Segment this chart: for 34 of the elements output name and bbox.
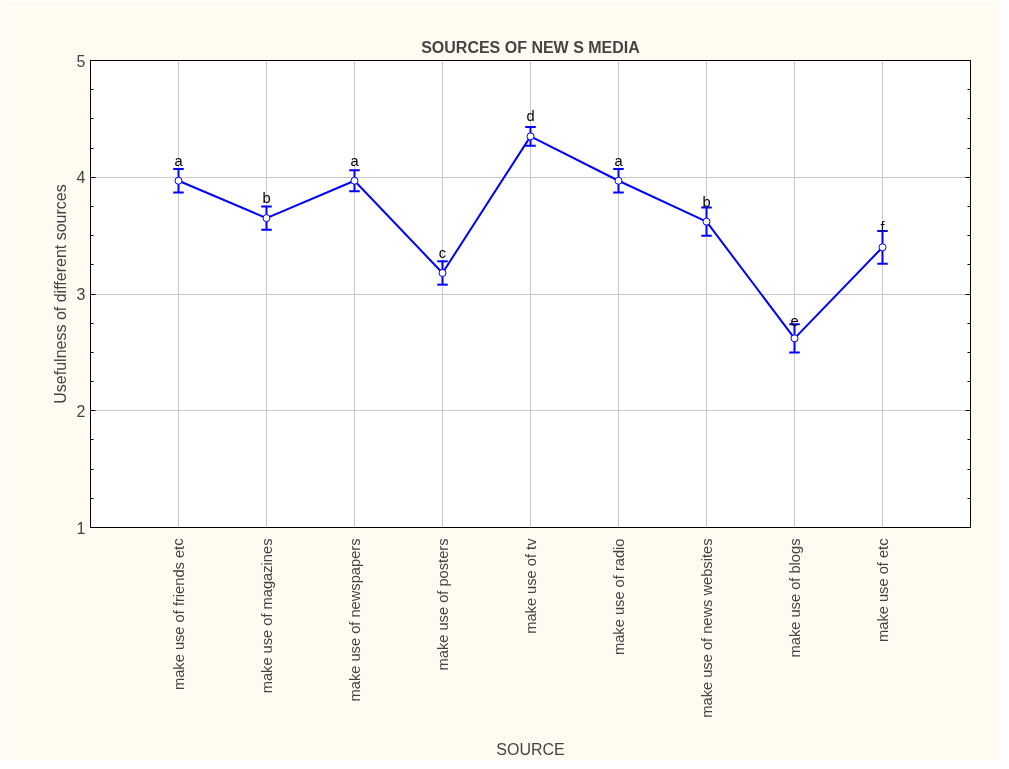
point: [262, 214, 271, 223]
point: [790, 334, 799, 343]
point: [878, 243, 887, 252]
point: [702, 217, 711, 226]
y-tick-label: 2: [76, 402, 86, 420]
x-tick-label: make use of blogs: [786, 538, 803, 658]
x-tick-label: make use of news websites: [698, 538, 715, 718]
x-tick-label: make use of radio: [610, 538, 627, 655]
annotation: c: [438, 244, 447, 261]
y-tick-label: 4: [76, 169, 86, 187]
point: [174, 176, 183, 185]
y-tick-label: 5: [76, 52, 86, 70]
point: [526, 132, 535, 141]
x-tick-label: make use of magazines: [258, 538, 275, 694]
x-tick-label: make use of newspapers: [346, 538, 363, 702]
annotation: a: [174, 152, 184, 169]
point: [350, 176, 359, 185]
y-tick-label: 1: [76, 519, 86, 537]
x-tick-label: make use of etc: [874, 538, 891, 642]
chart-title: SOURCES OF NEW S MEDIA: [421, 38, 641, 56]
x-tick-label: make use of friends etc: [170, 538, 187, 691]
annotation: d: [526, 108, 535, 125]
x-tick-label: make use of posters: [434, 538, 451, 671]
point: [438, 268, 447, 277]
annotation: f: [880, 219, 886, 236]
annotation: a: [350, 152, 360, 169]
point: [614, 176, 623, 185]
x-axis-title: SOURCE: [496, 740, 565, 758]
annotation: b: [262, 190, 271, 207]
x-tick-label: make use of tv: [522, 537, 539, 634]
annotation: a: [614, 152, 624, 169]
y-tick-label: 3: [76, 286, 86, 303]
y-axis-title: Usefulness of different sources: [51, 184, 69, 404]
annotation: b: [702, 193, 711, 210]
